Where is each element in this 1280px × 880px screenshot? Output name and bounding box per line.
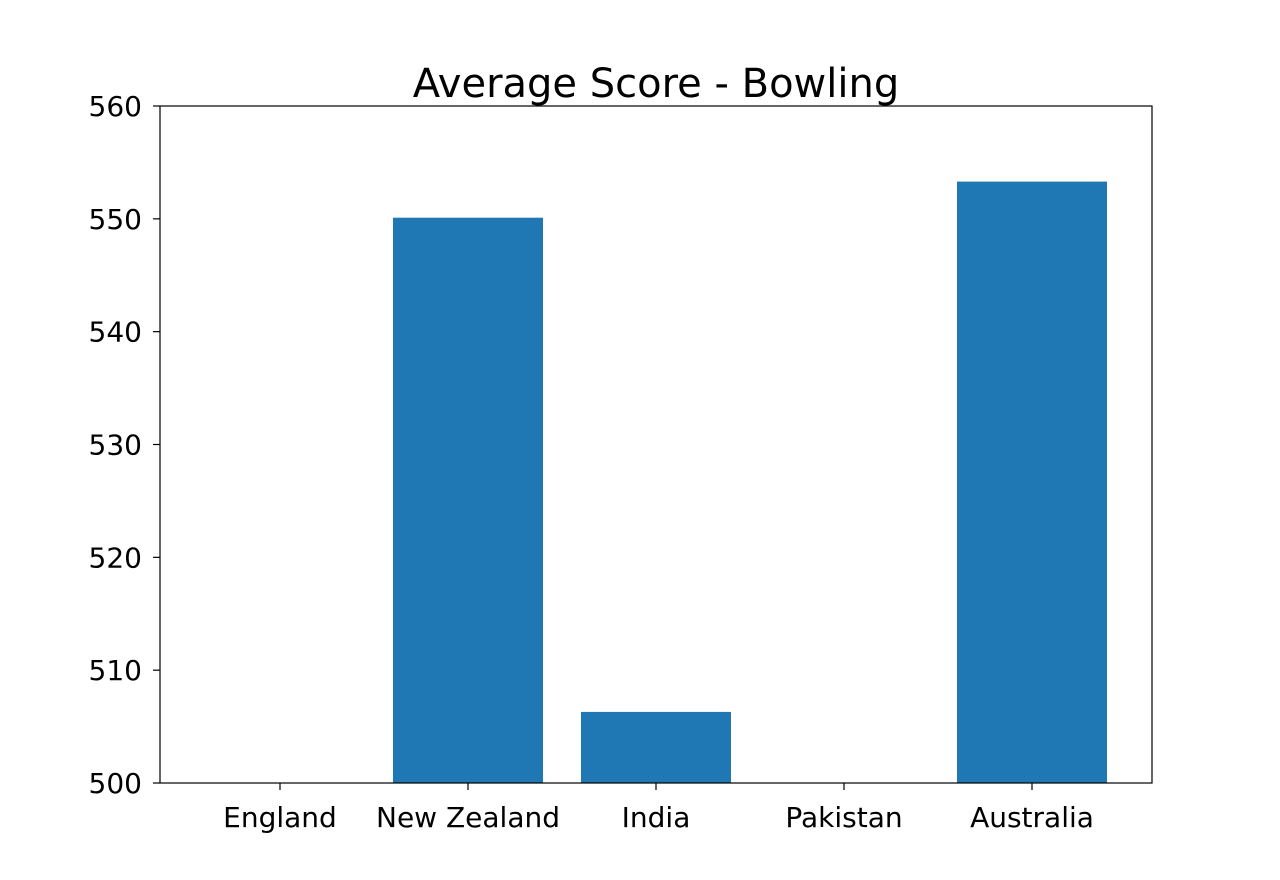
x-axis: England New Zealand India Pakistan Australia (223, 783, 1094, 834)
x-tick-label: Pakistan (785, 801, 902, 834)
y-tick-label: 500 (89, 767, 142, 800)
chart-title: Average Score - Bowling (413, 61, 899, 107)
bar-australia (957, 181, 1107, 783)
y-tick-label: 560 (89, 90, 142, 123)
y-tick-label: 510 (89, 654, 142, 687)
x-tick-label: England (223, 801, 337, 834)
y-tick-label: 540 (89, 316, 142, 349)
bar-new-zealand (393, 217, 543, 783)
x-tick-label: India (622, 801, 691, 834)
bar-india (581, 711, 731, 783)
x-tick-label: New Zealand (376, 801, 560, 834)
y-tick-label: 550 (89, 203, 142, 236)
y-tick-label: 530 (89, 429, 142, 462)
plot-frame (159, 105, 1153, 784)
y-axis: 500 510 520 530 540 550 560 (89, 90, 160, 800)
bars-group (393, 181, 1107, 783)
y-tick-label: 520 (89, 541, 142, 574)
x-tick-label: Australia (970, 801, 1094, 834)
